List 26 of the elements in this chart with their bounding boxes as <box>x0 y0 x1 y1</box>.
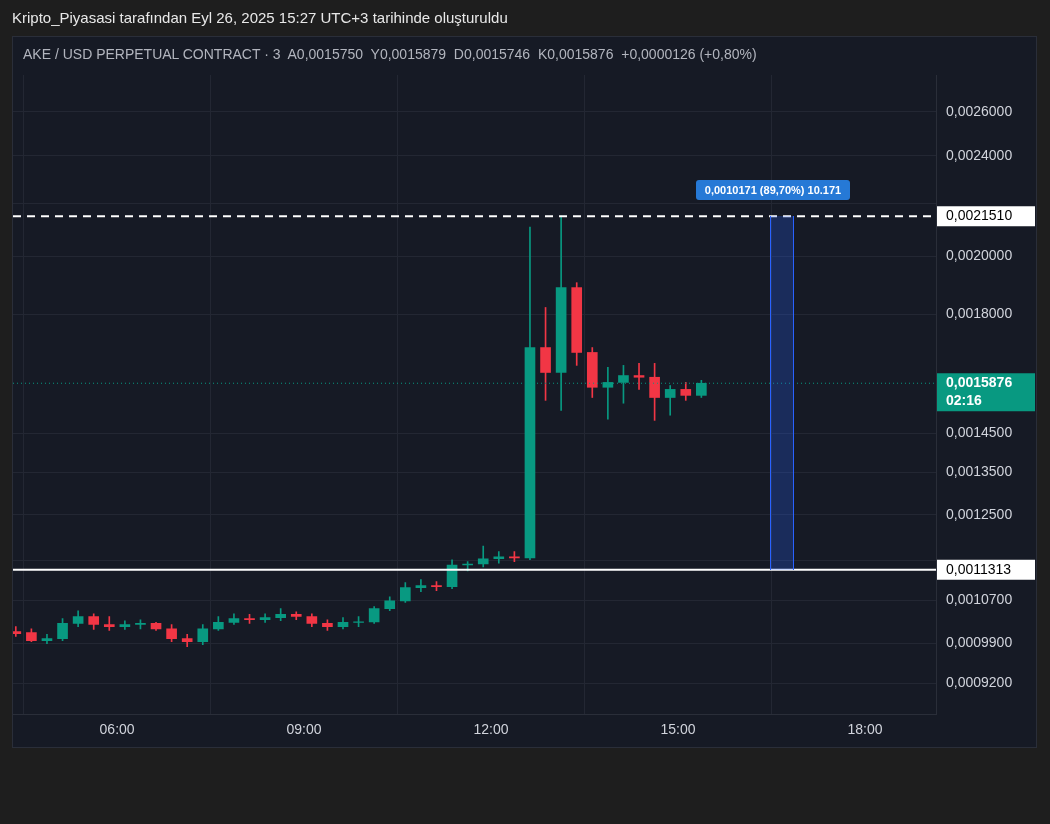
y-tick-label: 0,0010700 <box>946 591 1013 608</box>
text: 02:16 <box>946 392 983 409</box>
x-tick-label: 15:00 <box>660 721 696 738</box>
y-tick-label: 0,0014500 <box>946 423 1013 440</box>
candlestick <box>633 363 645 390</box>
y-tick-label: 0,0012500 <box>946 505 1013 522</box>
x-tick-label: 12:00 <box>473 721 509 738</box>
y-tick-label: 0,0013500 <box>946 463 1013 480</box>
ref-line-label: 0,0015876 <box>946 374 1013 391</box>
x-tick-label: 06:00 <box>99 721 135 738</box>
y-tick-label: 0,0009900 <box>946 633 1013 650</box>
ref-line-label: 0,0011313 <box>946 560 1012 577</box>
x-tick-label: 09:00 <box>286 721 322 738</box>
x-tick-label: 18:00 <box>847 721 883 738</box>
y-tick-label: 0,0009200 <box>946 674 1013 691</box>
candlestick <box>103 616 115 631</box>
chart-title: Kripto_Piyasasi tarafından Eyl 26, 2025 15:27 UTC+3 tarihinde oluşturuldu <box>12 9 508 26</box>
y-tick-label: 0,0018000 <box>946 305 1013 322</box>
ref-line-label: 0,0021510 <box>946 207 1013 223</box>
candlestick <box>415 579 427 593</box>
candlestick <box>119 620 131 630</box>
chart-subtitle: AKE / USD PERPETUAL CONTRACT · 3 A0,0015750 Y0,0015879 D0,0015746 K0,0015876 +0,0000126 (+0,80%) <box>23 46 757 62</box>
annotation: 0,0010171 (89,70%) 10.171 <box>695 180 851 201</box>
y-tick-label: 0,0020000 <box>946 247 1013 264</box>
y-tick-label: 0,0024000 <box>946 146 1013 163</box>
y-tick-label: 0,0026000 <box>946 102 1013 119</box>
